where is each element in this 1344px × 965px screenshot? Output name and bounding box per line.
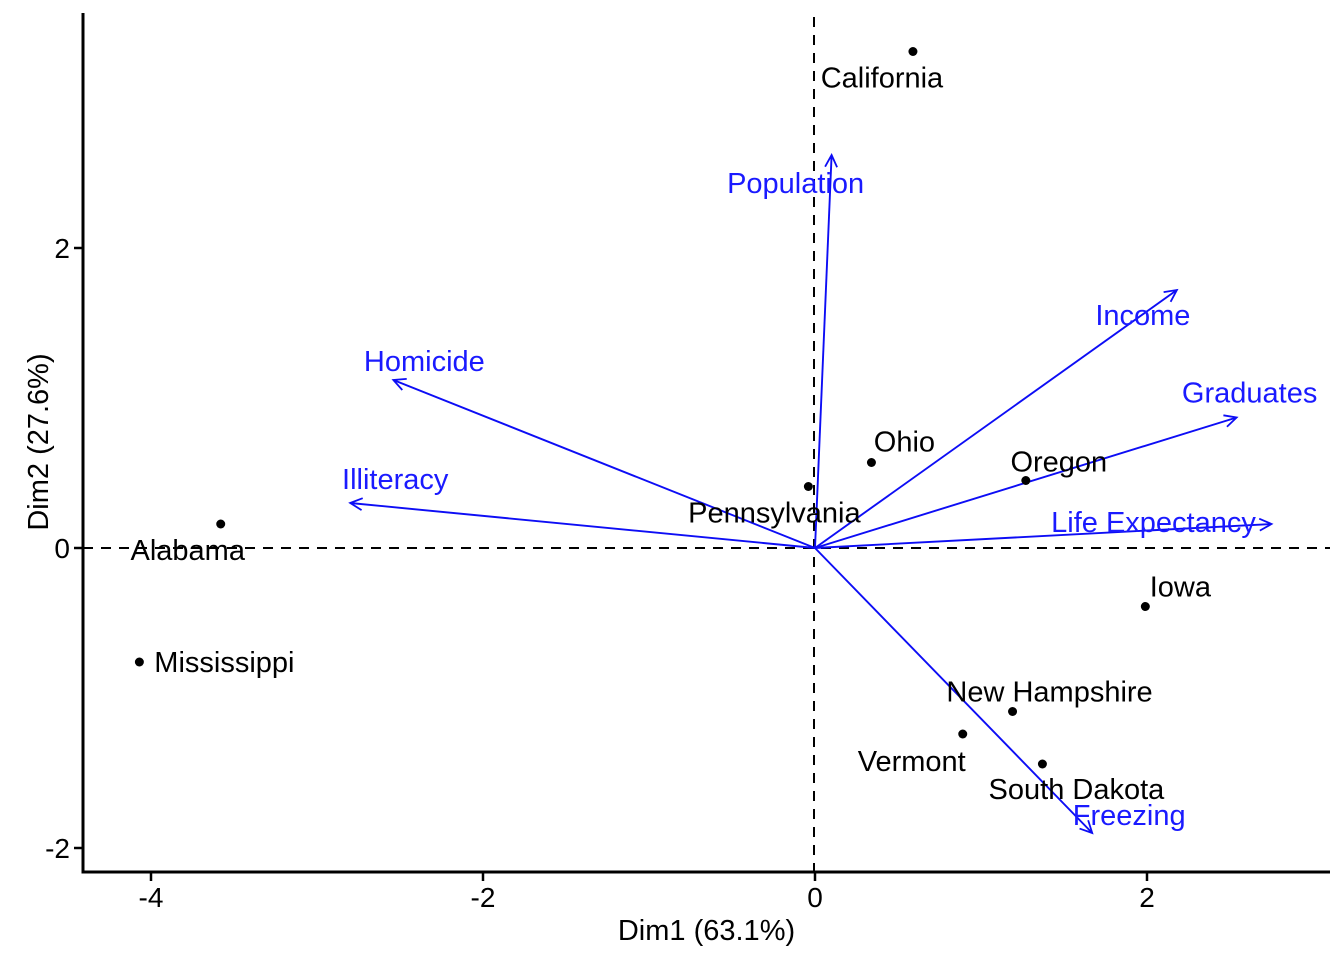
point-pennsylvania <box>803 482 813 491</box>
arrow-label-graduates: Graduates <box>1182 378 1317 410</box>
x-tick-label-2: 2 <box>1139 882 1155 913</box>
point-ohio <box>866 458 876 467</box>
arrow-label-illiteracy: Illiteracy <box>342 464 449 496</box>
arrow-income <box>814 288 1179 549</box>
arrow-label-homicide: Homicide <box>364 346 485 378</box>
point-vermont <box>958 729 968 739</box>
arrow-illiteracy <box>348 497 816 549</box>
point-california <box>908 47 918 56</box>
arrow-label-income: Income <box>1095 300 1190 332</box>
point-label-south-dakota: South Dakota <box>989 774 1166 806</box>
point-mississippi <box>134 657 144 667</box>
point-label-oregon: Oregon <box>1010 447 1107 479</box>
point-label-pennsylvania: Pennsylvania <box>688 498 861 530</box>
y-tick-label-2: 2 <box>54 233 70 264</box>
point-label-california: California <box>821 63 944 95</box>
x-tick-label--4: -4 <box>139 882 164 913</box>
point-label-mississippi: Mississippi <box>154 647 294 679</box>
arrow-label-freezing: Freezing <box>1073 800 1186 832</box>
y-axis-title: Dim2 (27.6%) <box>23 353 55 530</box>
point-label-iowa: Iowa <box>1150 572 1212 604</box>
arrow-freezing <box>814 547 1094 835</box>
point-south-dakota <box>1037 759 1047 769</box>
point-label-alabama: Alabama <box>130 535 245 567</box>
point-label-new-hampshire: New Hampshire <box>946 677 1152 709</box>
point-iowa <box>1140 602 1150 611</box>
point-oregon <box>1021 476 1031 485</box>
x-axis-title: Dim1 (63.1%) <box>618 915 795 947</box>
point-new-hampshire <box>1008 707 1018 716</box>
arrow-label-population: Population <box>727 168 864 200</box>
point-label-vermont: Vermont <box>858 746 966 778</box>
arrow-life-expectancy <box>814 517 1274 549</box>
arrow-label-life-expectancy: Life Expectancy <box>1051 507 1256 539</box>
point-label-ohio: Ohio <box>874 427 935 459</box>
arrow-population <box>814 152 838 549</box>
arrow-homicide <box>391 377 816 549</box>
point-alabama <box>216 519 226 529</box>
x-tick-label--2: -2 <box>471 882 496 913</box>
y-tick-label--2: -2 <box>45 833 70 864</box>
x-tick-label-0: 0 <box>807 882 823 913</box>
y-tick-label-0: 0 <box>54 533 70 564</box>
